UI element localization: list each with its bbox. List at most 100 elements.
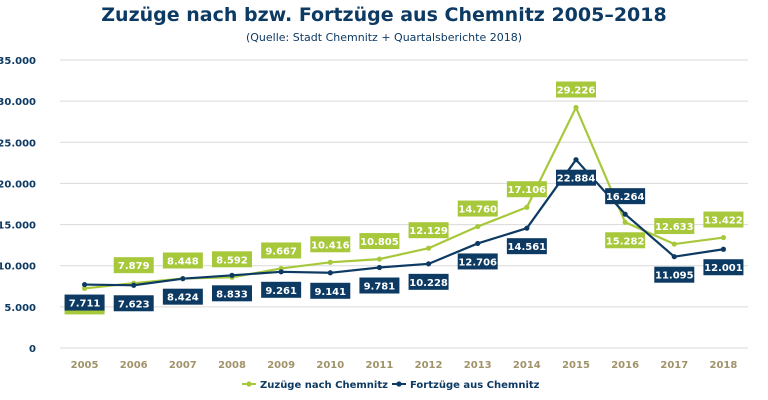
- data-label-box: [654, 218, 695, 235]
- x-tick-label: 2015: [562, 360, 590, 371]
- y-tick-label: 20.000: [0, 179, 36, 190]
- data-point: [229, 272, 235, 278]
- data-point: [573, 157, 579, 163]
- data-label: 9.261: [265, 286, 297, 297]
- data-point: [475, 223, 481, 230]
- data-label-box: [64, 294, 105, 311]
- data-label: 7.879: [118, 261, 150, 272]
- x-tick-label: 2006: [120, 360, 148, 371]
- data-label-box: [212, 251, 252, 268]
- legend-marker: [396, 381, 402, 387]
- data-label-box: [703, 211, 744, 228]
- data-point: [327, 259, 333, 265]
- data-point: [671, 241, 677, 247]
- data-point: [131, 282, 137, 288]
- data-point: [622, 211, 628, 217]
- legend-label: Fortzüge aus Chemnitz: [410, 380, 540, 391]
- data-label: 10.416: [311, 240, 350, 251]
- y-tick-label: 0: [29, 344, 36, 355]
- data-point: [573, 104, 579, 111]
- data-label: 12.001: [704, 263, 743, 274]
- x-tick-label: 2012: [415, 360, 443, 371]
- data-label: 8.592: [216, 255, 248, 266]
- data-label-box: [359, 277, 400, 294]
- x-tick-label: 2009: [267, 360, 295, 371]
- data-label-box: [162, 252, 203, 269]
- data-label-box: [506, 181, 547, 198]
- legend-marker: [246, 381, 252, 387]
- data-label-box: [605, 232, 646, 249]
- data-point: [81, 281, 88, 288]
- x-tick-label: 2018: [710, 360, 738, 371]
- data-point: [425, 245, 432, 251]
- data-label-box: [212, 285, 252, 302]
- data-point: [425, 261, 432, 267]
- data-label: 16.264: [606, 192, 645, 203]
- data-label: 12.633: [655, 222, 694, 233]
- series-line-1: [84, 158, 724, 287]
- x-tick-label: 2011: [366, 360, 394, 371]
- chart-title: Zuzüge nach bzw. Fortzüge aus Chemnitz 2…: [101, 4, 667, 26]
- data-label-box: [113, 295, 154, 312]
- data-point: [524, 225, 530, 231]
- y-tick-label: 5.000: [4, 303, 36, 314]
- x-tick-label: 2008: [218, 360, 246, 371]
- x-tick-label: 2005: [71, 360, 99, 371]
- data-point: [278, 269, 284, 275]
- data-label-box: [556, 169, 596, 186]
- legend-label: Zuzüge nach Chemnitz: [260, 380, 388, 391]
- data-label-box: [506, 238, 547, 255]
- data-label-box: [605, 188, 646, 205]
- data-label: 22.884: [557, 174, 596, 185]
- data-point: [475, 240, 481, 247]
- x-tick-label: 2014: [513, 360, 541, 371]
- y-tick-label: 10.000: [0, 262, 36, 273]
- y-tick-label: 15.000: [0, 221, 36, 232]
- data-label: 15.282: [606, 236, 645, 247]
- y-tick-label: 35.000: [0, 56, 36, 67]
- data-point: [180, 276, 186, 282]
- data-point: [376, 264, 383, 271]
- data-label-box: [359, 233, 400, 250]
- data-label-box: [556, 81, 596, 98]
- data-label: 13.422: [704, 216, 743, 227]
- data-label: 7.623: [118, 299, 150, 310]
- data-point: [524, 204, 530, 210]
- data-point: [376, 256, 383, 262]
- data-label: 17.106: [508, 185, 547, 196]
- data-label: 12.129: [409, 226, 448, 237]
- data-point: [81, 285, 88, 292]
- data-label-box: [261, 281, 302, 298]
- x-tick-label: 2007: [169, 360, 197, 371]
- data-label: 12.706: [458, 257, 497, 268]
- data-point: [720, 246, 727, 252]
- data-label-box: [408, 222, 449, 239]
- data-point: [671, 254, 677, 260]
- data-label-box: [113, 257, 154, 274]
- data-label-box: [310, 282, 351, 299]
- x-tick-label: 2013: [464, 360, 492, 371]
- data-label: 14.760: [458, 205, 497, 216]
- data-label: 11.095: [655, 271, 694, 282]
- data-label: 9.141: [314, 287, 346, 298]
- y-tick-label: 25.000: [0, 138, 36, 149]
- data-point: [622, 219, 628, 225]
- data-label-box: [310, 236, 351, 253]
- data-label-box: [261, 242, 302, 259]
- data-label: 9.781: [364, 282, 396, 293]
- x-tick-label: 2017: [660, 360, 688, 371]
- data-label: 8.424: [167, 293, 199, 304]
- x-tick-label: 2010: [316, 360, 344, 371]
- data-label-box: [408, 273, 449, 290]
- data-label-box: [457, 253, 498, 270]
- data-label: 7.711: [69, 299, 101, 310]
- data-label: 29.226: [557, 86, 596, 97]
- data-point: [327, 270, 333, 276]
- data-label: 8.448: [167, 256, 199, 267]
- data-label: 10.805: [360, 237, 399, 248]
- data-label-box: [703, 259, 744, 276]
- data-label: 10.228: [409, 278, 448, 289]
- data-point: [720, 234, 727, 241]
